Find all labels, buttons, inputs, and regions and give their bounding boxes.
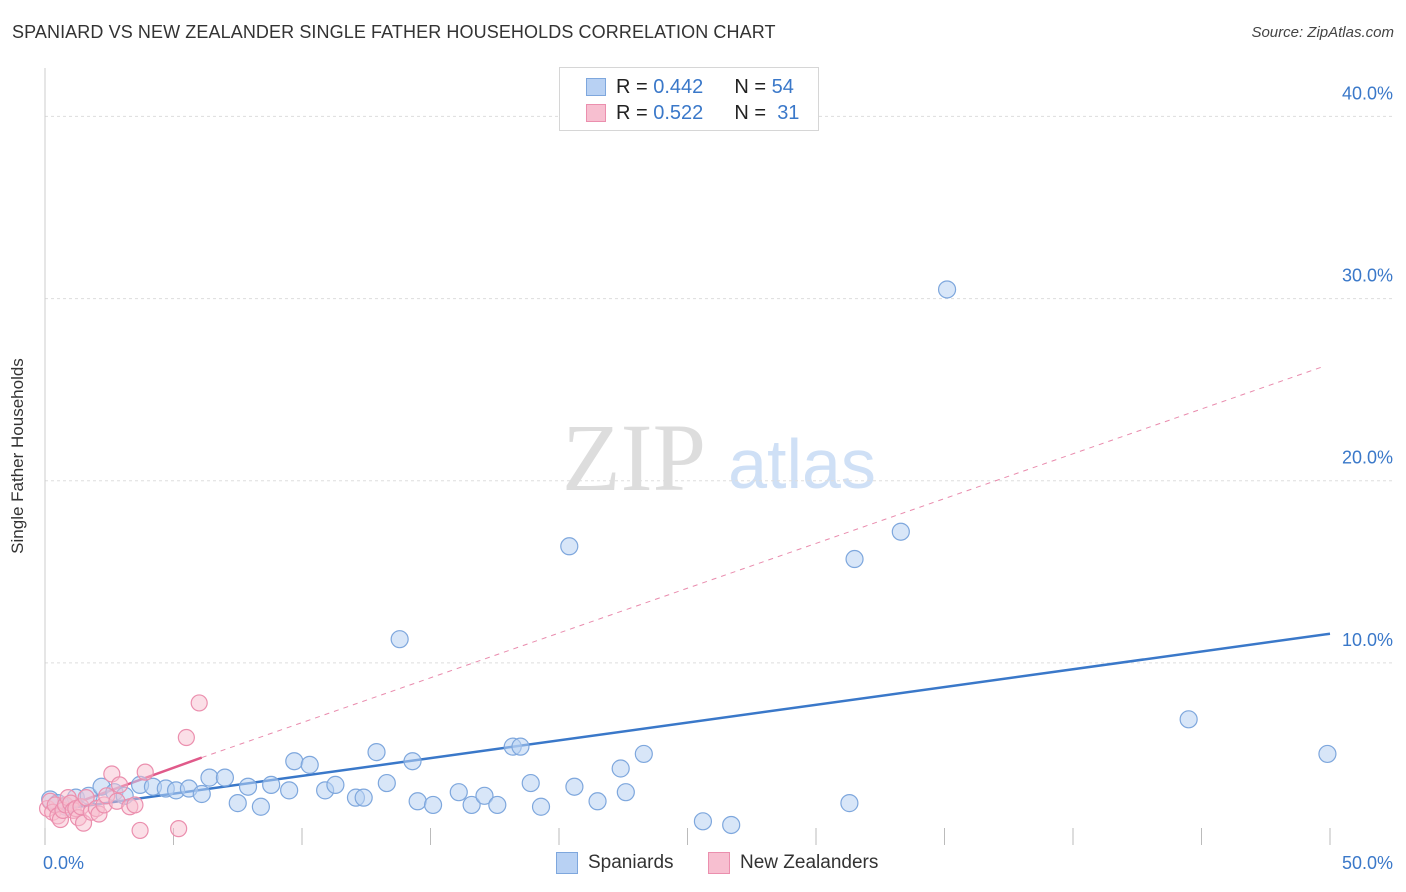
spaniard-point [403,752,422,771]
y-tick-label: 20.0% [1342,448,1393,468]
source-label: Source: ZipAtlas.com [1251,24,1394,41]
spaniard-point [634,744,653,764]
spaniard-point [300,755,319,774]
new-zealander-point [131,821,149,840]
spaniard-point [488,795,507,815]
legend-r-label: R = [616,75,648,98]
spaniard-point [891,522,910,541]
legend-r-value: 0.442 [653,75,704,98]
spaniard-point [511,737,530,756]
tick-labels: 10.0% 20.0% 30.0% 40.0% 0.0% 50.0% [43,83,1393,873]
spaniard-point [845,549,864,569]
spaniard-point [521,773,540,793]
legend-n-label: N = [734,75,767,98]
legend-row-new-zealanders: R = 0.522 N = 31 [586,101,799,125]
legend-r-label: R = [616,101,648,124]
spaniard-point [280,781,299,800]
data-points [38,280,1337,840]
bottom-legend-swatch-pink [708,852,730,874]
new-zealander-point [177,728,195,747]
y-tick-label: 40.0% [1342,83,1393,103]
new-zealander-point [110,776,129,794]
y-tick-label: 30.0% [1342,266,1393,286]
spaniard-point [611,759,630,778]
legend-swatch-pink [586,104,606,122]
watermark-atlas: atlas [728,425,876,503]
new-zealander-point [136,763,154,781]
spaniard-point [326,775,345,794]
spaniard-point [367,743,386,762]
spaniard-point [192,784,211,804]
spaniard-point [408,792,427,811]
spaniard-point [1179,710,1198,729]
y-tick-label: 10.0% [1342,630,1393,650]
spaniard-point [354,788,373,807]
spaniard-point [200,768,219,787]
bottom-legend-spaniards: Spaniards [556,852,674,874]
new-zealander-point [190,694,208,712]
spaniard-point [565,777,584,796]
bottom-legend-new-zealanders: New Zealanders [708,852,878,874]
spaniard-point [693,812,713,831]
legend-swatch-blue [586,78,606,96]
watermark-zip: ZIP [562,404,706,511]
spaniard-point [390,630,409,649]
spaniard-point [475,786,494,805]
spaniard-point [228,794,247,813]
bottom-legend-label: Spaniards [588,852,674,873]
spaniard-point [722,815,741,835]
spaniard-point [215,768,234,787]
x-tick-label: 0.0% [43,853,84,873]
x-tick-label: 50.0% [1342,853,1393,873]
legend-r-value: 0.522 [653,101,704,124]
new-zealander-trend-extension [201,365,1326,759]
bottom-legend-swatch-blue [556,852,578,874]
watermark: ZIP atlas [562,404,876,511]
spaniard-point [262,775,281,794]
spaniard-point [377,773,396,793]
spaniard-point [937,280,957,299]
spaniard-point [238,777,258,796]
legend-n-value: 31 [777,101,800,124]
spaniard-point [1318,744,1337,764]
correlation-legend: R = 0.442 N = 54 R = 0.522 N = 31 [559,67,819,131]
spaniard-point [285,752,304,771]
spaniard-point [560,537,579,556]
spaniard-point [616,783,635,802]
chart-title: SPANIARD VS NEW ZEALANDER SINGLE FATHER … [12,22,776,42]
legend-n-label: N = [734,101,767,124]
new-zealander-point [170,820,188,838]
new-zealander-point [126,796,144,814]
grid-lines [45,115,1392,664]
spaniard-point [449,783,468,802]
spaniard-point [840,794,859,813]
spaniard-point [462,795,481,815]
spaniard-point [531,797,551,816]
spaniard-point [588,792,607,811]
spaniard-point [251,797,270,816]
bottom-legend-label: New Zealanders [740,852,879,873]
axes [44,68,1331,845]
legend-n-value: 54 [771,75,794,98]
legend-row-spaniards: R = 0.442 N = 54 [586,75,794,99]
spaniard-point [423,795,443,815]
